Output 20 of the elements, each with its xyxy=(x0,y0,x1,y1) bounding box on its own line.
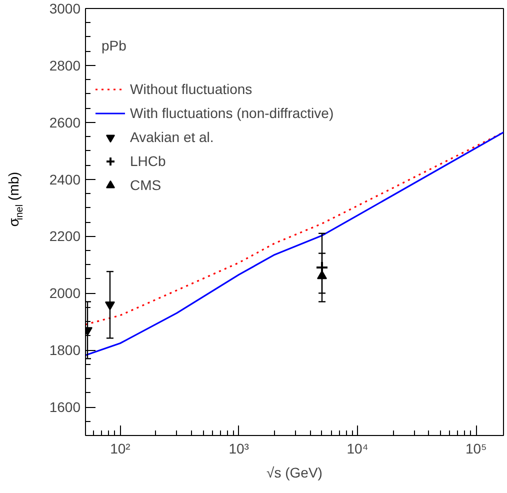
legend-label: LHCb xyxy=(130,153,166,169)
legend-label: With fluctuations (non-diffractive) xyxy=(130,105,334,121)
y-tick-label: 2000 xyxy=(49,285,81,302)
legend-label: Without fluctuations xyxy=(130,81,252,97)
y-axis-title: σinel (mb) xyxy=(6,172,26,227)
annotation: pPb xyxy=(102,38,127,54)
y-tick-label: 2400 xyxy=(49,171,81,188)
x-axis-title: √s (GeV) xyxy=(266,464,322,480)
y-tick-label: 2600 xyxy=(49,114,81,130)
y-tick-label: 1600 xyxy=(49,399,81,416)
y-tick-label: 1800 xyxy=(49,342,81,358)
y-tick-label: 2800 xyxy=(49,57,81,74)
y-tick-label: 3000 xyxy=(49,0,81,16)
x-tick-label: 10² xyxy=(110,440,131,456)
legend-label: Avakian et al. xyxy=(130,129,214,145)
x-tick-label: 10³ xyxy=(228,440,250,456)
legend-label: CMS xyxy=(130,177,162,193)
y-tick-label: 2200 xyxy=(49,228,81,244)
x-tick-label: 10⁴ xyxy=(346,440,368,456)
x-tick-label: 10⁵ xyxy=(465,440,487,456)
